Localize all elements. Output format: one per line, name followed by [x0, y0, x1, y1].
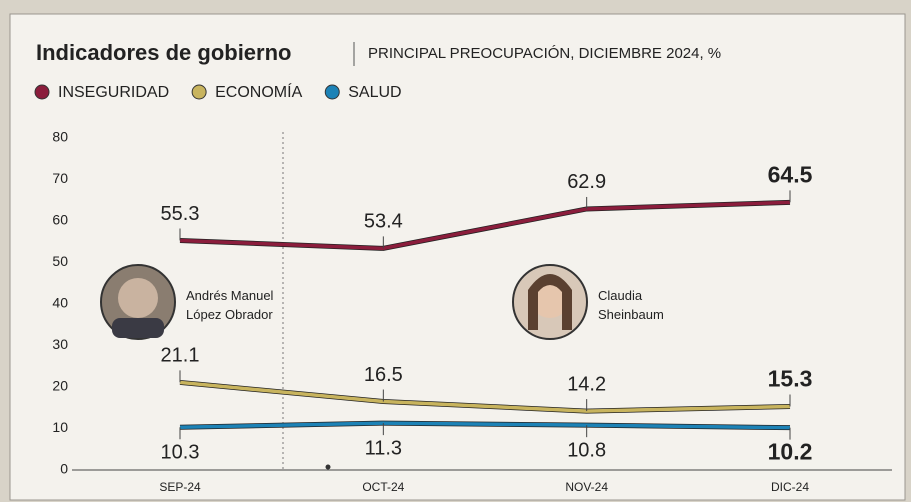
- legend-label: INSEGURIDAD: [58, 84, 169, 101]
- page: Indicadores de gobierno PRINCIPAL PREOCU…: [0, 0, 911, 502]
- annotation: Claudia Sheinbaum: [598, 286, 708, 324]
- y-tick-label: 0: [60, 461, 68, 477]
- x-tick-label: OCT-24: [362, 480, 404, 494]
- chart: Indicadores de gobierno PRINCIPAL PREOCU…: [0, 0, 911, 502]
- y-tick-label: 30: [52, 336, 68, 352]
- transition-dot: [326, 465, 331, 470]
- data-label: 15.3: [768, 366, 813, 392]
- data-label: 10.2: [768, 439, 813, 465]
- legend-marker: [325, 85, 339, 99]
- x-tick-label: DIC-24: [771, 480, 809, 494]
- legend-marker: [192, 85, 206, 99]
- data-label: 62.9: [567, 171, 606, 193]
- y-tick-label: 20: [52, 378, 68, 394]
- data-label: 55.3: [161, 203, 200, 225]
- y-tick-label: 60: [52, 212, 68, 228]
- photo-sheinbaum: [513, 265, 587, 339]
- legend-label: ECONOMÍA: [215, 82, 302, 101]
- annotation: Andrés Manuel López Obrador: [186, 286, 296, 324]
- y-tick-label: 70: [52, 170, 68, 186]
- x-tick-label: NOV-24: [565, 480, 608, 494]
- data-label: 53.4: [364, 211, 403, 233]
- y-tick-label: 80: [52, 129, 68, 145]
- legend-marker: [35, 85, 49, 99]
- data-label: 64.5: [768, 161, 813, 187]
- data-label: 16.5: [364, 364, 403, 386]
- y-tick-label: 50: [52, 253, 68, 269]
- photo-amlo: [101, 265, 175, 339]
- data-label: 11.3: [365, 437, 402, 459]
- data-label: 21.1: [161, 345, 200, 367]
- chart-subtitle: PRINCIPAL PREOCUPACIÓN, DICIEMBRE 2024, …: [368, 45, 721, 62]
- data-label: 14.2: [567, 373, 606, 395]
- data-label: 10.3: [161, 442, 200, 464]
- y-tick-label: 10: [52, 419, 68, 435]
- legend-label: SALUD: [348, 84, 401, 101]
- chart-title: Indicadores de gobierno: [36, 40, 291, 65]
- x-tick-label: SEP-24: [159, 480, 201, 494]
- data-label: 10.8: [567, 439, 606, 461]
- y-tick-label: 40: [52, 295, 68, 311]
